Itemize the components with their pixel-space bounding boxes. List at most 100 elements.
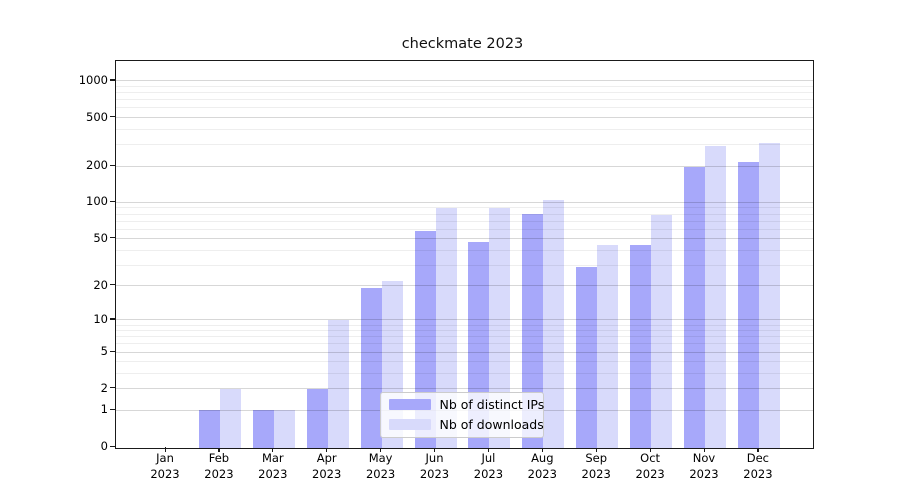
gridline xyxy=(115,361,813,363)
legend-item-downloads: Nb of downloads xyxy=(388,415,544,435)
gridline xyxy=(115,238,813,240)
y-tick-label: 500 xyxy=(86,109,108,124)
y-tick-mark xyxy=(110,79,115,81)
y-tick-mark xyxy=(110,116,115,118)
x-tick-mark xyxy=(380,447,382,452)
gridline xyxy=(115,351,813,353)
legend: Nb of distinct IPs Nb of downloads xyxy=(379,391,544,438)
x-tick-label: Jun 2023 xyxy=(419,451,450,481)
gridline xyxy=(115,128,813,130)
gridline xyxy=(115,213,813,215)
y-tick-label: 1 xyxy=(100,402,108,417)
gridline xyxy=(115,324,813,326)
y-tick-label: 20 xyxy=(93,277,108,292)
bar-aug-downloads xyxy=(543,199,565,448)
gridline xyxy=(115,264,813,266)
y-tick-mark xyxy=(110,387,115,389)
bar-jul-downloads xyxy=(489,207,511,448)
gridline xyxy=(115,80,813,82)
bar-aug-ips xyxy=(522,213,544,448)
x-tick-label: Mar 2023 xyxy=(258,451,288,481)
gridline xyxy=(115,107,813,109)
gridline xyxy=(115,249,813,251)
bar-dec-downloads xyxy=(758,143,780,448)
y-tick-mark xyxy=(110,200,115,203)
gridline xyxy=(115,285,813,287)
bar-mar-downloads xyxy=(273,410,295,448)
x-tick-mark xyxy=(272,447,274,452)
plot-area: Nb of distinct IPs Nb of downloads xyxy=(114,59,814,449)
bar-nov-downloads xyxy=(705,146,726,448)
bar-nov-ips xyxy=(684,166,705,448)
legend-label-downloads: Nb of downloads xyxy=(439,417,544,432)
x-tick-mark xyxy=(703,447,705,452)
gridline xyxy=(115,373,813,375)
y-tick-mark xyxy=(110,164,115,166)
x-tick-label: Jan 2023 xyxy=(150,451,180,481)
gridline xyxy=(115,201,813,203)
gridline xyxy=(115,336,813,338)
y-tick-mark xyxy=(110,318,115,320)
gridline xyxy=(115,220,813,222)
gridline xyxy=(115,388,813,390)
gridline xyxy=(115,99,813,101)
gridline xyxy=(115,144,813,146)
gridline xyxy=(115,117,813,119)
x-tick-label: Oct 2023 xyxy=(635,451,665,481)
gridline xyxy=(115,330,813,332)
bar-oct-downloads xyxy=(651,214,673,448)
gridline xyxy=(115,228,813,230)
gridline xyxy=(115,343,813,345)
bar-apr-downloads xyxy=(327,319,349,448)
y-tick-mark xyxy=(110,284,115,286)
bar-jun-downloads xyxy=(435,207,457,448)
x-tick-label: Apr 2023 xyxy=(312,451,342,481)
y-tick-label: 0 xyxy=(100,439,108,453)
gridline xyxy=(115,207,813,209)
y-tick-label: 50 xyxy=(93,230,108,245)
x-tick-label: Sep 2023 xyxy=(581,451,611,481)
legend-swatch-downloads xyxy=(388,419,431,430)
x-tick-mark xyxy=(757,447,759,452)
x-tick-label: Jul 2023 xyxy=(473,451,504,481)
x-tick-mark xyxy=(595,447,597,452)
x-tick-mark xyxy=(326,447,328,452)
bar-mar-ips xyxy=(252,410,274,448)
x-tick-label: Feb 2023 xyxy=(204,451,234,481)
bar-oct-ips xyxy=(630,245,652,448)
y-tick-label: 10 xyxy=(93,311,108,326)
legend-label-distinct-ips: Nb of distinct IPs xyxy=(439,397,545,412)
x-tick-mark xyxy=(649,447,651,452)
bar-dec-ips xyxy=(737,161,759,448)
x-tick-label: Aug 2023 xyxy=(527,451,557,481)
y-tick-mark xyxy=(110,237,115,239)
legend-swatch-distinct-ips xyxy=(388,399,431,410)
legend-item-distinct-ips: Nb of distinct IPs xyxy=(388,395,544,415)
x-tick-mark xyxy=(164,447,166,452)
y-tick-label: 5 xyxy=(100,344,108,359)
x-tick-mark xyxy=(218,447,220,452)
chart-title: checkmate 2023 xyxy=(401,36,524,52)
y-tick-mark xyxy=(110,350,115,352)
y-tick-label: 100 xyxy=(86,194,108,209)
x-tick-mark xyxy=(434,447,436,452)
x-tick-label: Dec 2023 xyxy=(743,451,773,481)
gridline xyxy=(115,86,813,88)
y-tick-label: 2 xyxy=(100,380,108,395)
bar-sep-downloads xyxy=(597,245,619,448)
gridline xyxy=(115,319,813,321)
y-tick-mark xyxy=(110,408,115,410)
bar-sep-ips xyxy=(576,266,598,448)
bar-may-ips xyxy=(360,288,382,448)
bar-feb-downloads xyxy=(219,388,241,448)
x-tick-label: Nov 2023 xyxy=(689,451,719,481)
y-tick-label: 200 xyxy=(86,158,108,172)
y-tick-label: 1000 xyxy=(78,72,108,87)
x-tick-mark xyxy=(487,447,490,452)
gridline xyxy=(115,165,813,167)
x-tick-mark xyxy=(541,447,543,452)
x-tick-label: May 2023 xyxy=(365,451,396,481)
bar-feb-ips xyxy=(198,410,220,448)
gridline xyxy=(115,92,813,94)
